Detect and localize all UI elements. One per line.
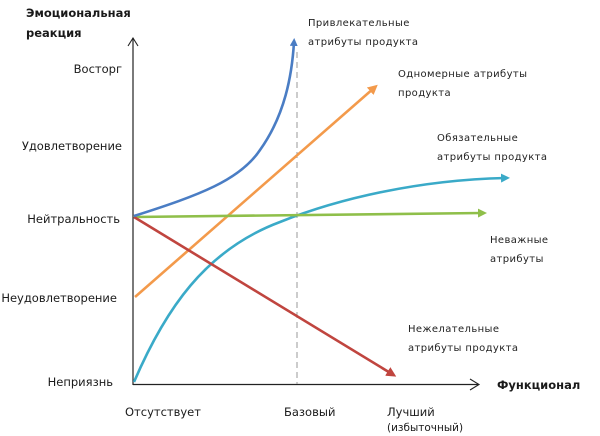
curve-must-be bbox=[132, 173, 510, 383]
curve-one-dimensional bbox=[134, 84, 378, 298]
label-reverse-line2: атрибуты продукта bbox=[408, 343, 519, 354]
label-reverse: Нежелательные атрибуты продукта bbox=[408, 320, 518, 358]
x-tick-basic: Базовый bbox=[284, 405, 336, 419]
label-must-be: Обязательные атрибуты продукта bbox=[437, 129, 547, 167]
label-indifferent: Неважные атрибуты bbox=[490, 235, 549, 265]
curve-attractive bbox=[133, 38, 298, 218]
y-axis-title-line2: реакция bbox=[26, 26, 82, 40]
y-axis-title: Эмоциональная реакция bbox=[26, 6, 131, 40]
curve-indifferent bbox=[133, 208, 487, 219]
label-reverse-line1: Нежелательные bbox=[408, 324, 500, 335]
label-attractive-line2: атрибуты продукта bbox=[308, 37, 419, 48]
x-tick-absent: Отсутствует bbox=[125, 405, 201, 419]
label-one-dimensional: Одномерные атрибуты продукта bbox=[398, 65, 527, 103]
y-tick-delight: Восторг bbox=[73, 62, 122, 76]
x-tick-best: Лучший (избыточный) bbox=[387, 405, 463, 435]
label-must-be-line1: Обязательные bbox=[437, 133, 519, 144]
x-axis-title: Функционал bbox=[497, 378, 581, 392]
x-tick-best-sub: (избыточный) bbox=[387, 422, 464, 434]
x-tick-best-label: Лучший bbox=[387, 405, 435, 419]
label-must-be-line2: атрибуты продукта bbox=[437, 152, 548, 163]
label-attractive-line1: Привлекательные bbox=[308, 18, 410, 29]
label-attractive: Привлекательные атрибуты продукта bbox=[308, 14, 418, 52]
y-tick-dissatisfaction: Неудовлетворение bbox=[1, 291, 117, 305]
label-one-dimensional-line2: продукта bbox=[398, 88, 452, 99]
y-tick-aversion: Неприязнь bbox=[47, 375, 113, 389]
axes bbox=[127, 36, 481, 391]
label-one-dimensional-line1: Одномерные атрибуты bbox=[398, 69, 528, 80]
curve-reverse bbox=[133, 215, 397, 377]
y-axis-title-line1: Эмоциональная bbox=[26, 6, 131, 20]
y-tick-neutral: Нейтральность bbox=[27, 212, 120, 226]
y-tick-satisfaction: Удовлетворение bbox=[21, 139, 122, 153]
